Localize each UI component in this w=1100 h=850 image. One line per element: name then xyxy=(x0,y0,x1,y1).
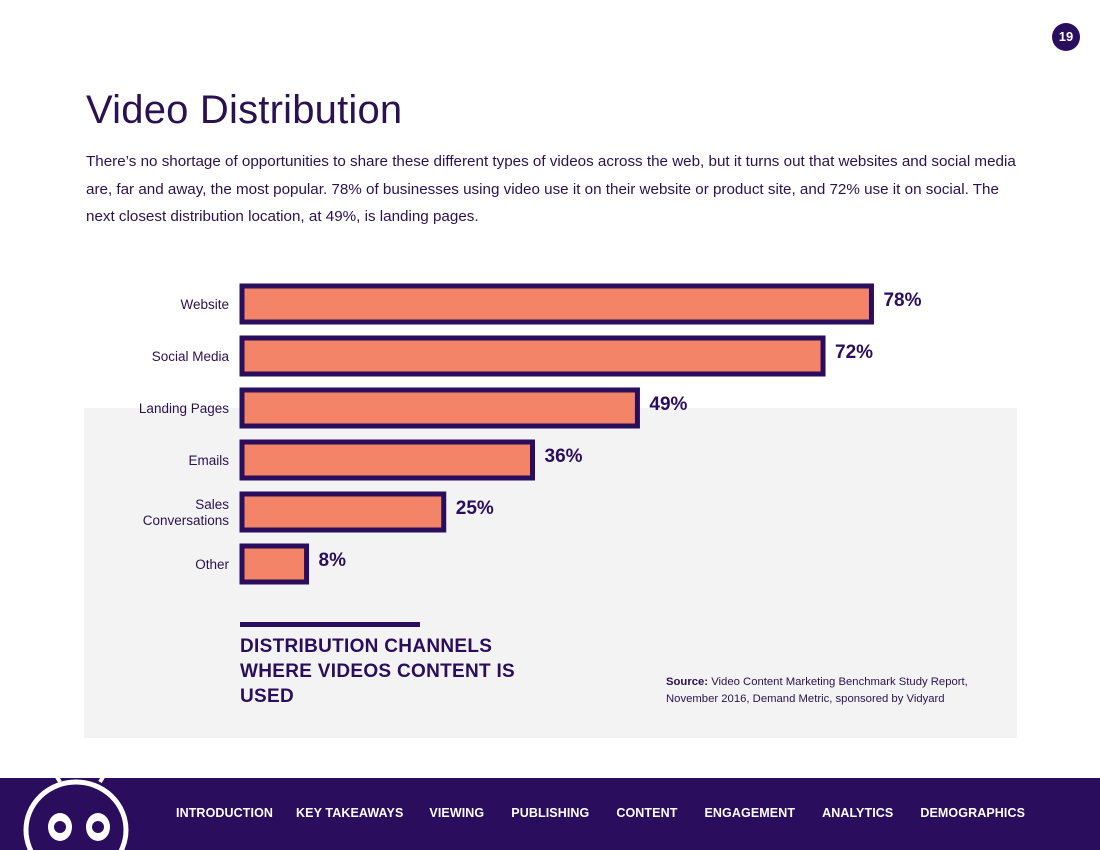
nav-demographics[interactable]: DEMOGRAPHICS xyxy=(920,806,1026,820)
category-label-other: Other xyxy=(195,557,229,572)
value-label-landing-pages: 49% xyxy=(649,394,687,415)
intro-paragraph: There’s no shortage of opportunities to … xyxy=(86,153,1016,225)
nav-key-takeaways[interactable]: KEY TAKEAWAYS xyxy=(296,806,404,820)
nav-introduction[interactable]: INTRODUCTION xyxy=(176,806,274,820)
category-label-social-media: Social Media xyxy=(152,349,230,364)
value-label-other: 8% xyxy=(319,550,347,571)
category-label-landing-pages: Landing Pages xyxy=(139,401,229,416)
nav-content[interactable]: CONTENT xyxy=(616,806,678,820)
value-label-social-media: 72% xyxy=(835,342,873,363)
bar-sales-conversations xyxy=(239,491,447,533)
bar-landing-pages xyxy=(239,387,640,429)
bar-social-media xyxy=(239,335,826,377)
nav-viewing[interactable]: VIEWING xyxy=(429,806,485,820)
footer-navigation: INTRODUCTION KEY TAKEAWAYS VIEWING PUBLI… xyxy=(176,806,1025,820)
bar-chart: 78% Website 72% Social Media 49% Landing Page… xyxy=(139,283,922,585)
chart-caption: DISTRIBUTION CHANNELS WHERE VIDEOS CONTE… xyxy=(240,636,516,707)
bar-website xyxy=(239,283,874,325)
value-label-sales-conversations: 25% xyxy=(456,498,494,519)
robot-mascot-icon xyxy=(23,778,129,850)
caption-accent-line xyxy=(240,622,420,627)
page-title: Video Distribution xyxy=(86,88,403,132)
value-label-emails: 36% xyxy=(545,446,583,467)
bar-emails xyxy=(239,439,536,481)
page-number-badge: 19 xyxy=(1052,23,1080,51)
source-label: Source: xyxy=(666,676,709,688)
nav-engagement[interactable]: ENGAGEMENT xyxy=(704,806,796,820)
category-label-sales-conversations: Sales Conversations xyxy=(143,497,230,528)
value-label-website: 78% xyxy=(883,290,921,311)
bar-other xyxy=(239,543,310,585)
footer-nav-bar: INTRODUCTION KEY TAKEAWAYS VIEWING PUBLI… xyxy=(0,778,1100,850)
category-label-website: Website xyxy=(180,297,229,312)
source-note: Source: Video Content Marketing Benchmar… xyxy=(666,674,1011,708)
category-label-emails: Emails xyxy=(188,453,229,468)
nav-analytics[interactable]: ANALYTICS xyxy=(822,806,894,820)
source-text: Video Content Marketing Benchmark Study … xyxy=(666,676,968,705)
nav-publishing[interactable]: PUBLISHING xyxy=(511,806,590,820)
